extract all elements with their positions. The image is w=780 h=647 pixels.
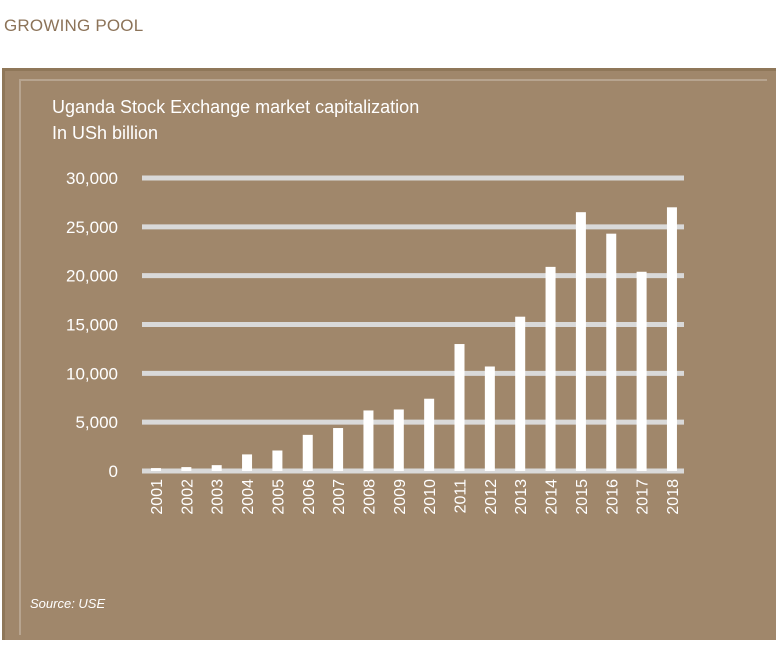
bar-2001 <box>151 468 161 471</box>
bar-2017 <box>636 271 647 471</box>
chart-title-block: Uganda Stock Exchange market capitalizat… <box>52 94 419 146</box>
bar-2013 <box>515 316 526 471</box>
bar-2016 <box>606 233 617 471</box>
chart-panel <box>2 68 776 640</box>
x-tick-label: 2013 <box>513 479 530 515</box>
y-tick-label: 0 <box>109 462 118 481</box>
bar-2003 <box>211 465 222 471</box>
x-tick-label: 2006 <box>301 479 318 515</box>
y-tick-label: 20,000 <box>66 267 118 286</box>
bar-2015 <box>575 212 586 471</box>
x-tick-label: 2014 <box>544 479 561 515</box>
x-tick-label: 2007 <box>331 479 348 515</box>
x-tick-label: 2018 <box>665 479 682 515</box>
chart-subtitle: In USh billion <box>52 123 159 143</box>
bar-2005 <box>272 450 283 471</box>
chart-panel-inner-border <box>19 79 767 635</box>
x-tick-label: 2001 <box>149 479 166 515</box>
y-tick-label: 5,000 <box>75 413 118 432</box>
bar-2004 <box>242 454 253 471</box>
x-tick-label: 2004 <box>240 479 257 515</box>
bar-2002 <box>181 467 192 471</box>
bar-2018 <box>666 207 677 472</box>
bar-2007 <box>333 428 344 471</box>
x-tick-label: 2011 <box>453 479 470 514</box>
x-tick-label: 2010 <box>422 479 439 515</box>
y-tick-label: 15,000 <box>66 316 118 335</box>
bar-2006 <box>302 434 313 471</box>
source-note: Source: USE <box>30 596 106 611</box>
x-tick-label: 2005 <box>270 479 287 515</box>
x-tick-label: 2012 <box>483 479 500 515</box>
x-tick-label: 2002 <box>179 479 196 515</box>
x-tick-label: 2016 <box>604 479 621 515</box>
bar-2012 <box>484 366 495 471</box>
bar-2014 <box>545 266 556 471</box>
bar-2009 <box>393 409 404 471</box>
x-tick-label: 2009 <box>392 479 409 515</box>
y-tick-label: 10,000 <box>66 364 118 383</box>
chart-title: Uganda Stock Exchange market capitalizat… <box>52 97 420 117</box>
bar-2010 <box>424 398 435 471</box>
x-tick-label: 2008 <box>361 479 378 515</box>
x-tick-label: 2015 <box>574 479 591 515</box>
y-tick-label: 25,000 <box>66 218 118 237</box>
x-tick-label: 2003 <box>210 479 227 515</box>
x-tick-label: 2017 <box>635 479 652 515</box>
kicker-heading: GROWING POOL <box>4 16 144 35</box>
bar-2011 <box>454 344 465 471</box>
y-tick-label: 30,000 <box>66 169 118 188</box>
bar-2008 <box>363 410 374 471</box>
